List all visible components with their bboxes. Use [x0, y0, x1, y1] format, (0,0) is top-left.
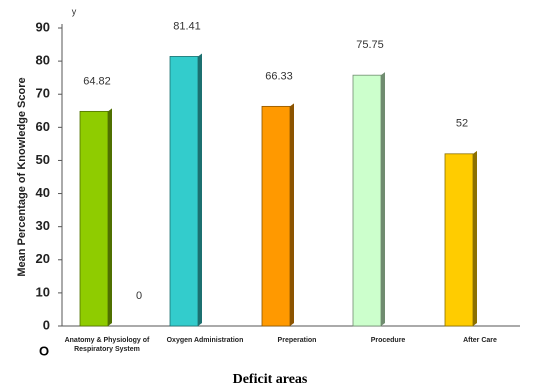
- y-axis-letter: y: [72, 6, 77, 16]
- x-axis-title: Deficit areas: [233, 372, 308, 387]
- value-label: 75.75: [356, 39, 384, 51]
- bar: [169, 56, 199, 327]
- x-tick-label: Anatomy & Physiology of Respiratory Syst…: [64, 337, 150, 353]
- origin-label: O: [39, 343, 49, 358]
- bar-side: [473, 150, 477, 326]
- value-label: 52: [456, 118, 468, 130]
- y-tick-label: 0: [43, 317, 50, 332]
- bar-side: [381, 72, 385, 326]
- bar: [352, 74, 382, 327]
- bar-side: [198, 53, 202, 326]
- y-tick-label: 40: [36, 185, 50, 200]
- value-label: 64.82: [83, 75, 111, 87]
- value-label: 81.41: [173, 20, 201, 32]
- x-tick-label: Procedure: [370, 337, 406, 344]
- x-tick-label: Oxygen Administration: [166, 337, 244, 344]
- y-tick-label: 50: [36, 152, 50, 167]
- y-axis-title: Mean Percentage of Knowledge Score: [16, 77, 28, 276]
- bar: [261, 105, 291, 327]
- y-tick-label: 80: [36, 53, 50, 68]
- y-tick-label: 10: [36, 284, 50, 299]
- value-label: 66.33: [265, 70, 293, 82]
- y-tick-label: 30: [36, 218, 50, 233]
- y-tick-label: 60: [36, 119, 50, 134]
- y-tick-label: 90: [36, 19, 50, 34]
- y-tick-label: 20: [36, 251, 50, 266]
- bar-side: [290, 103, 294, 327]
- x-tick-label: Preperation: [277, 337, 317, 344]
- x-tick-label: After Care: [463, 337, 497, 344]
- bar: [444, 153, 474, 327]
- bar-side: [108, 108, 112, 326]
- bar: [79, 110, 109, 327]
- y-tick-label: 70: [36, 86, 50, 101]
- value-label: 0: [136, 290, 142, 302]
